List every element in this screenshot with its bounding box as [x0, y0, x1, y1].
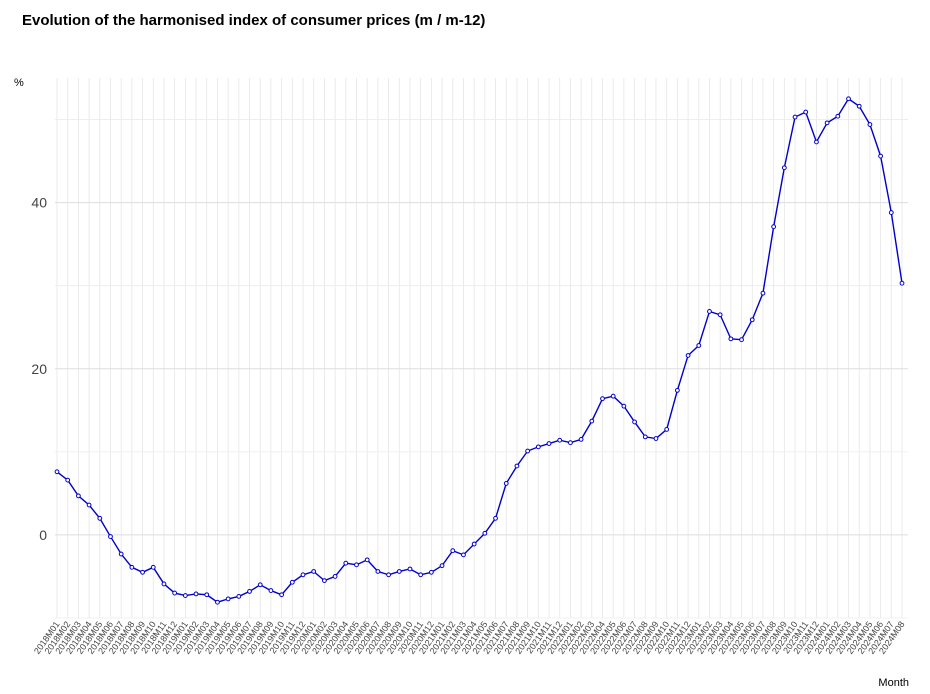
data-point: [535, 444, 541, 450]
data-point: [407, 566, 413, 572]
data-point: [289, 579, 295, 585]
data-point: [674, 387, 680, 393]
data-point: [86, 502, 92, 508]
data-point: [792, 114, 798, 120]
data-point: [696, 343, 702, 348]
data-point: [375, 569, 381, 574]
y-tick-labels: 0 20 40: [31, 195, 47, 543]
data-point: [482, 530, 488, 536]
data-point: [781, 165, 787, 171]
data-point: [236, 594, 242, 599]
data-point: [867, 122, 873, 127]
data-point: [343, 560, 349, 566]
data-points: [54, 96, 905, 605]
grid-major: [55, 202, 908, 536]
data-point: [257, 582, 263, 588]
data-point: [824, 120, 830, 126]
data-point: [803, 109, 809, 115]
data-point: [503, 481, 509, 486]
data-point: [728, 336, 734, 342]
data-point: [568, 440, 573, 446]
data-point: [386, 572, 391, 578]
data-point: [161, 581, 167, 587]
data-point: [760, 290, 766, 296]
y-axis-label: %: [14, 77, 24, 89]
data-point: [172, 590, 178, 596]
data-point: [632, 419, 637, 425]
data-point: [364, 557, 370, 563]
data-point: [653, 436, 659, 441]
data-point: [75, 493, 81, 499]
data-point: [140, 569, 145, 575]
series-line: [56, 97, 903, 603]
data-point: [439, 563, 445, 569]
y-tick-label: 20: [31, 361, 47, 377]
data-point: [215, 599, 220, 605]
data-point: [525, 448, 531, 454]
data-point: [461, 552, 466, 558]
data-point: [514, 463, 520, 469]
data-point: [557, 437, 563, 443]
y-tick-label: 40: [31, 195, 47, 211]
data-point: [322, 578, 327, 584]
data-point: [450, 548, 456, 554]
data-point: [878, 153, 884, 159]
data-point: [225, 596, 231, 602]
data-point: [396, 569, 402, 574]
data-point: [664, 427, 670, 432]
y-tick-label: 0: [39, 527, 47, 543]
data-point: [621, 403, 627, 409]
data-point: [835, 113, 841, 119]
chart-title: Evolution of the harmonised index of con…: [22, 12, 486, 29]
data-point: [814, 139, 819, 145]
data-point: [279, 592, 285, 598]
data-point: [493, 515, 498, 521]
data-point: [749, 317, 755, 323]
data-point: [354, 562, 359, 568]
data-point: [204, 592, 210, 598]
data-point: [129, 564, 135, 570]
data-point: [888, 210, 894, 215]
data-point: [899, 280, 905, 286]
data-point: [685, 353, 691, 358]
data-point: [418, 572, 424, 578]
data-point: [717, 312, 723, 318]
data-point: [546, 441, 552, 446]
data-point: [108, 534, 113, 539]
data-point: [247, 589, 252, 594]
data-point: [118, 551, 124, 557]
data-point: [311, 569, 317, 574]
data-point: [182, 593, 188, 598]
data-point: [771, 224, 777, 230]
data-point: [610, 393, 616, 399]
data-point: [600, 396, 605, 402]
data-point: [97, 515, 103, 521]
data-point: [471, 541, 477, 547]
data-point: [193, 591, 199, 597]
x-tick-labels: 2018M012018M022018M032018M042018M052018M…: [32, 619, 907, 655]
grid-minor: [55, 78, 908, 619]
data-point: [846, 96, 851, 102]
data-point: [54, 469, 60, 475]
data-point: [268, 588, 274, 593]
data-point: [428, 569, 434, 575]
data-point: [300, 572, 306, 578]
x-axis-label: Month: [878, 677, 909, 689]
data-point: [578, 436, 584, 442]
data-point: [739, 337, 744, 343]
data-point: [65, 477, 71, 483]
data-point: [332, 574, 338, 579]
data-point: [589, 418, 595, 424]
data-point: [707, 309, 712, 314]
data-point: [856, 103, 862, 109]
data-point: [150, 564, 156, 570]
data-point: [642, 434, 648, 440]
